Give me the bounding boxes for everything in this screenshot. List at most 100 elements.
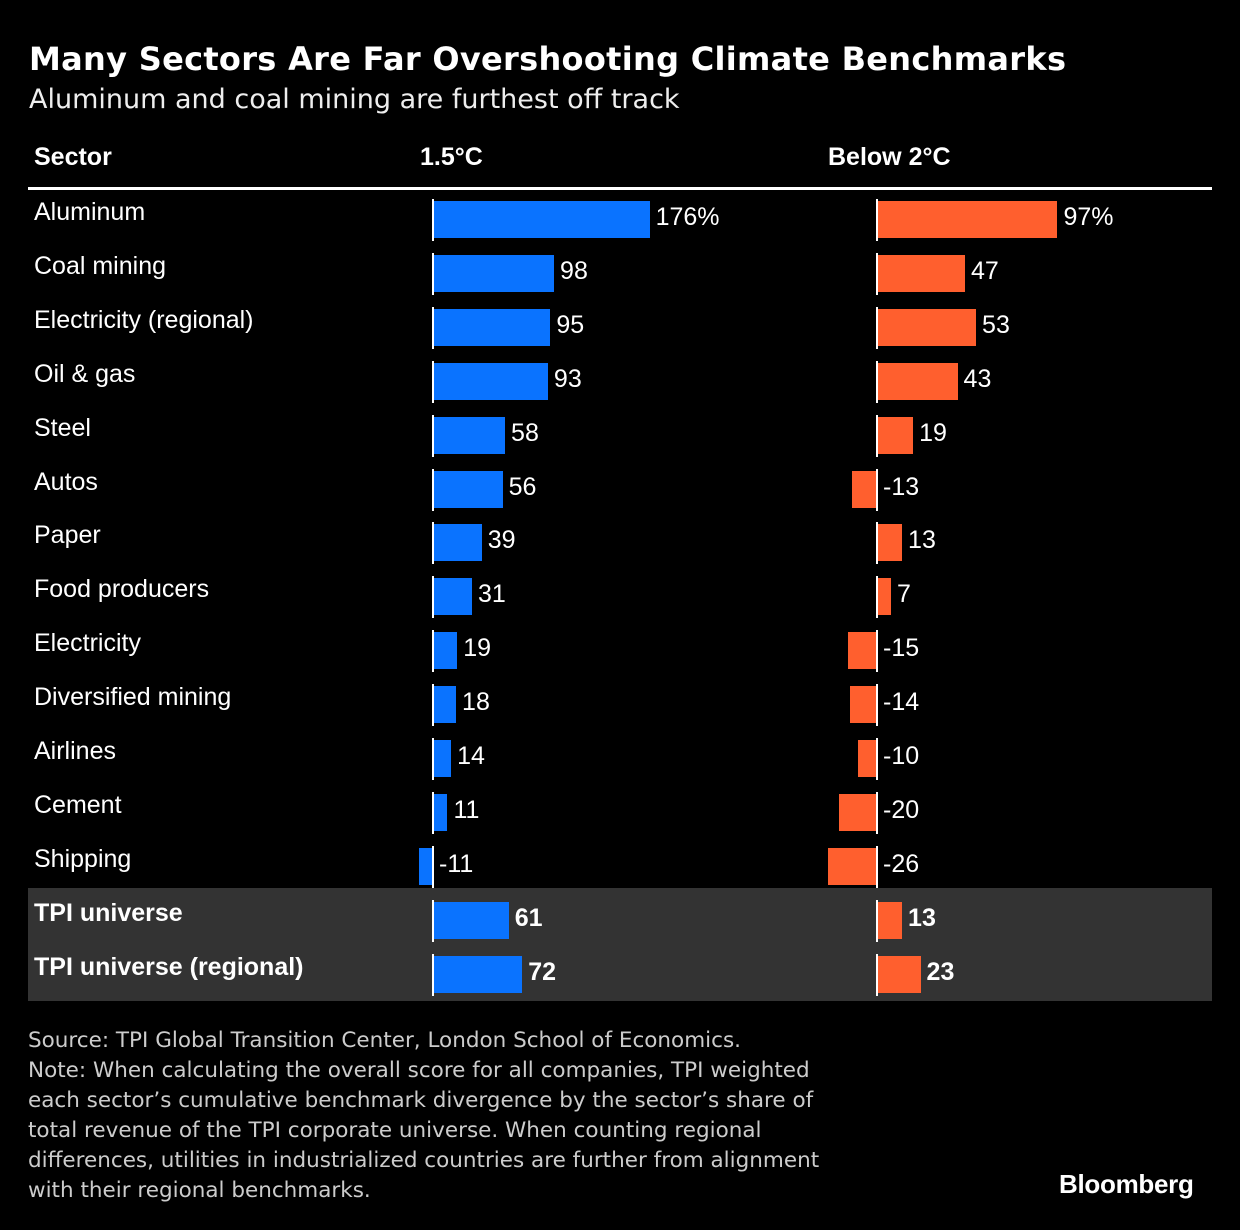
axis-tick-below-2c [876,738,878,780]
value-label-1-5c: 14 [457,742,485,770]
sector-label: Coal mining [34,252,167,280]
value-label-below-2c: 7 [896,580,911,608]
bar-below-2c [878,309,977,346]
chart-subtitle: Aluminum and coal mining are furthest of… [29,84,680,115]
value-label-below-2c: -13 [883,473,920,501]
value-label-1-5c: 176% [655,203,720,231]
source-line: Source: TPI Global Transition Center, Lo… [28,1028,741,1053]
note-line: each sector’s cumulative benchmark diver… [28,1088,814,1113]
value-label-below-2c: 19 [919,419,947,447]
note-line: differences, utilities in industrialized… [28,1148,820,1173]
bar-1-5c [434,686,457,723]
axis-tick-below-2c [876,199,878,241]
sector-label: Electricity (regional) [34,306,254,334]
sector-label: Food producers [34,575,210,603]
bar-below-2c [827,848,876,885]
bar-1-5c [434,902,509,939]
value-label-below-2c: -20 [883,796,920,824]
bar-1-5c [434,201,650,238]
column-header-below-2c: Below 2°C [828,143,951,171]
axis-tick-1-5c [432,684,434,726]
value-label-below-2c: -14 [883,688,920,716]
axis-tick-below-2c [876,630,878,672]
bar-below-2c [878,578,891,615]
value-label-1-5c: 31 [477,580,506,608]
axis-tick-1-5c [432,900,434,942]
bloomberg-logo: Bloomberg [1059,1169,1194,1199]
axis-tick-1-5c [432,630,434,672]
chart-title: Many Sectors Are Far Overshooting Climat… [29,40,1067,78]
value-label-below-2c: 53 [982,311,1010,339]
bar-1-5c [434,578,472,615]
sector-label: Steel [34,414,91,442]
axis-tick-below-2c [876,792,878,834]
axis-tick-1-5c [432,954,434,996]
axis-tick-1-5c [432,738,434,780]
sector-label: Shipping [34,845,132,873]
value-label-1-5c: 98 [560,257,588,285]
bar-below-2c [839,794,876,831]
value-label-below-2c: -15 [883,634,920,662]
sector-label: Electricity [34,629,141,657]
axis-tick-1-5c [432,199,434,241]
value-label-below-2c: 23 [926,958,955,986]
value-label-1-5c: 58 [511,419,539,447]
axis-tick-1-5c [432,469,434,511]
value-label-below-2c: 97% [1063,203,1114,231]
axis-tick-1-5c [432,415,434,457]
axis-tick-1-5c [432,576,434,618]
axis-tick-below-2c [876,469,878,511]
value-label-1-5c: 95 [556,311,585,339]
sector-label: TPI universe (regional) [34,953,304,981]
axis-tick-below-2c [876,307,878,349]
axis-tick-below-2c [876,415,878,457]
bar-1-5c [434,956,523,993]
axis-tick-1-5c [432,307,434,349]
axis-tick-1-5c [432,361,434,403]
sector-label: TPI universe [34,899,183,927]
bar-below-2c [878,956,921,993]
axis-tick-below-2c [876,361,878,403]
axis-tick-below-2c [876,522,878,564]
value-label-below-2c: 13 [908,526,936,554]
sector-label: Diversified mining [34,683,232,711]
note-line: total revenue of the TPI corporate unive… [28,1118,762,1143]
bar-below-2c [857,740,876,777]
sector-label: Oil & gas [34,360,136,388]
axis-tick-below-2c [876,253,878,295]
bar-1-5c [418,848,432,885]
value-label-1-5c: 56 [508,473,537,501]
value-label-1-5c: 19 [463,634,492,662]
bar-below-2c [878,255,965,292]
axis-tick-below-2c [876,684,878,726]
column-header-1-5c: 1.5°C [420,143,483,171]
bar-1-5c [434,632,458,669]
axis-tick-below-2c [876,576,878,618]
value-label-1-5c: 11 [453,796,480,824]
bar-below-2c [878,902,903,939]
note-line: with their regional benchmarks. [28,1178,371,1203]
value-label-below-2c: 13 [908,904,936,932]
value-label-below-2c: 43 [963,365,992,393]
bar-below-2c [851,471,876,508]
axis-tick-1-5c [432,846,434,888]
bar-below-2c [878,363,958,400]
value-label-below-2c: -10 [883,742,920,770]
sector-label: Cement [34,791,122,819]
bar-1-5c [434,740,452,777]
bar-1-5c [434,417,506,454]
tpi-highlight-box [28,888,1212,1001]
bar-1-5c [434,471,503,508]
sector-label: Aluminum [34,198,146,226]
column-header-sector: Sector [34,143,112,171]
bar-1-5c [434,309,551,346]
bar-1-5c [434,794,448,831]
note-line: Note: When calculating the overall score… [28,1058,810,1083]
bar-below-2c [878,524,903,561]
value-label-below-2c: 47 [970,257,999,285]
value-label-1-5c: 72 [528,958,556,986]
value-label-1-5c: 61 [514,904,543,932]
value-label-below-2c: -26 [883,850,920,878]
bar-1-5c [434,524,482,561]
axis-tick-1-5c [432,253,434,295]
